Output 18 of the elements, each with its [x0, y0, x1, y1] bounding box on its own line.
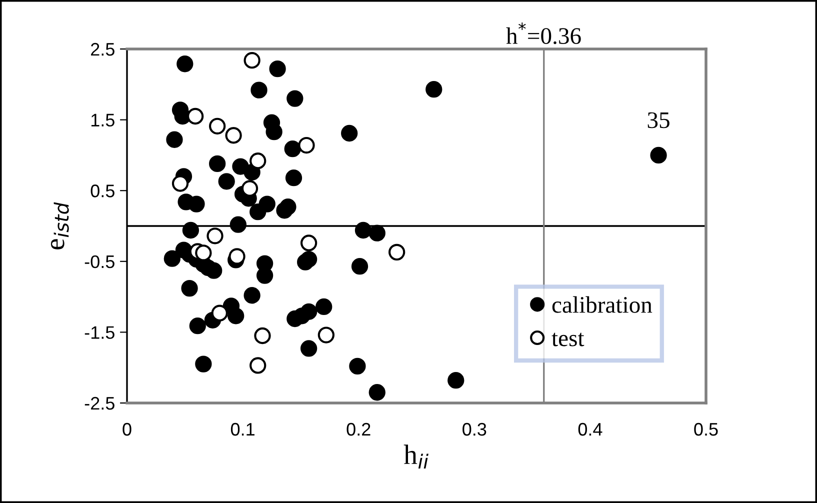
ref-line-label: h$^{*}$=0.36 [506, 22, 581, 44]
x-tick-label: 0.2 [346, 422, 370, 436]
y-tick-label: 2.5 [91, 42, 114, 56]
x-tick-label: 0.4 [578, 422, 602, 436]
y-tick-label: 0.5 [90, 184, 114, 198]
x-tick-label: 0.5 [694, 422, 718, 436]
legend-label: test [552, 332, 584, 346]
x-axis-title: h$_{ii}$ [404, 444, 428, 468]
y-tick-label: 1.5 [91, 114, 114, 127]
y-axis-title: e$_{istd}$ [50, 202, 69, 250]
x-tick-label: 0 [122, 422, 132, 436]
legend-label: calibration [552, 296, 652, 313]
y-tick-label: -0.5 [84, 255, 114, 268]
x-tick-label: 0.1 [230, 422, 254, 436]
y-tick-label: -2.5 [84, 396, 114, 410]
annotation: 35 [648, 112, 670, 128]
x-tick-label: 0.3 [462, 422, 486, 436]
y-tick-label: -1.5 [84, 326, 114, 339]
